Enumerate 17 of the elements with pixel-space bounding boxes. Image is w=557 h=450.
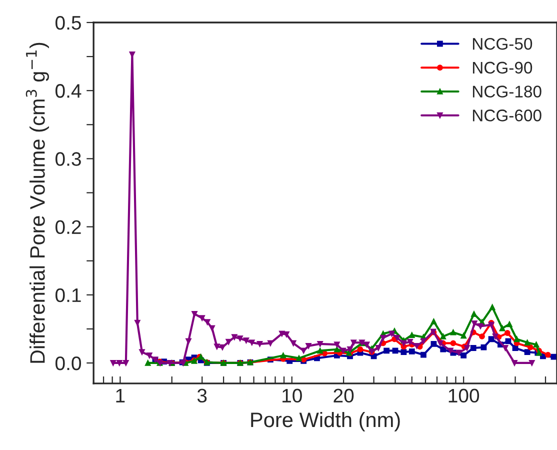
y-tick-label: 0.3 xyxy=(56,152,81,166)
legend-label: NCG-90 xyxy=(472,62,532,74)
x-tick-label: 100 xyxy=(448,388,480,403)
legend-label: NCG-600 xyxy=(472,110,542,122)
x-tick-label: 20 xyxy=(334,388,354,403)
y-tick-label: 0.1 xyxy=(56,288,81,302)
x-tick-label: 10 xyxy=(282,388,302,403)
y-tick-label: 0.2 xyxy=(56,220,81,234)
y-tick-label: 0.0 xyxy=(56,356,82,370)
legend-label: NCG-50 xyxy=(472,38,532,50)
y-tick-label: 0.4 xyxy=(56,84,82,98)
x-tick-label: 1 xyxy=(116,388,125,402)
x-tick-label: 3 xyxy=(197,388,207,403)
x-axis-title: Pore Width (nm) xyxy=(251,412,400,432)
legend-label: NCG-180 xyxy=(472,86,542,98)
y-axis-title: Differential Pore Volume (cm$^{3}$ g$^{−1}$) xyxy=(26,42,49,363)
y-tick-label: 0.5 xyxy=(56,16,81,30)
